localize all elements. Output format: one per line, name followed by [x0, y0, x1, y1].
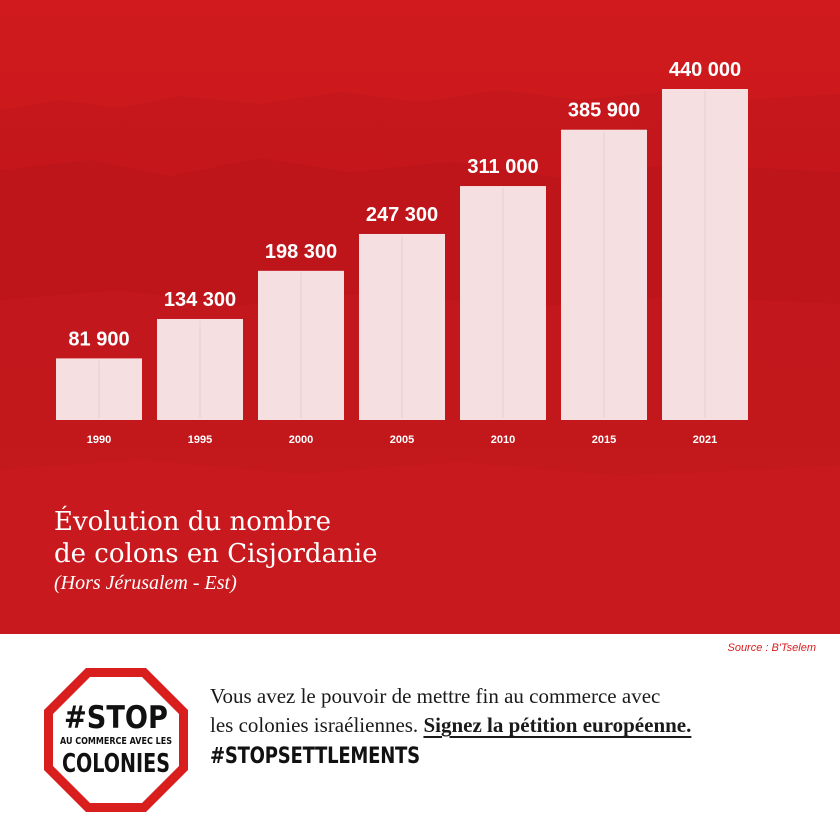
value-label-1990: 81 900 [68, 328, 129, 350]
tick-label-1995: 1995 [188, 434, 212, 446]
message-line-2: les colonies israéliennes. [210, 713, 419, 737]
stop-sign-logo: #STOP AU COMMERCE AVEC LES COLONIES [44, 668, 188, 812]
chart-title-line-2: de colons en Cisjordanie [54, 539, 378, 569]
tick-label-1990: 1990 [87, 434, 111, 446]
chart-subtitle: (Hors Jérusalem - Est) [54, 572, 237, 594]
chart-title: Évolution du nombre de colons en Cisjord… [54, 506, 378, 570]
value-label-2015: 385 900 [568, 100, 640, 122]
tick-label-2015: 2015 [592, 434, 616, 446]
tick-label-2000: 2000 [289, 434, 313, 446]
logo-line-3: COLONIES [62, 749, 170, 779]
bar-chart: 81 900 1990 134 300 1995 198 300 2000 247 300 2… [56, 59, 748, 446]
value-label-2000: 198 300 [265, 241, 337, 263]
message-line-1: Vous avez le pouvoir de mettre fin au co… [210, 684, 661, 708]
call-to-action-message: Vous avez le pouvoir de mettre fin au co… [210, 682, 820, 740]
tick-label-2010: 2010 [491, 434, 515, 446]
logo-line-1: #STOP [64, 700, 168, 736]
chart-panel: 81 900 1990 134 300 1995 198 300 2000 247 300 2… [0, 0, 840, 634]
tick-label-2005: 2005 [390, 434, 414, 446]
stop-octagon-inner-icon [53, 677, 179, 803]
value-label-1995: 134 300 [164, 289, 236, 311]
value-label-2005: 247 300 [366, 204, 438, 226]
value-label-2021: 440 000 [669, 59, 741, 81]
stopsettlements-hashtag: #STOPSETTLEMENTS [210, 744, 420, 769]
source-credit: Source : B'Tselem [727, 642, 816, 654]
value-label-2010: 311 000 [467, 156, 538, 178]
chart-title-line-1: Évolution du nombre [54, 507, 331, 537]
tick-label-2021: 2021 [693, 434, 717, 446]
logo-line-2: AU COMMERCE AVEC LES [60, 736, 172, 747]
sign-petition-link[interactable]: Signez la pétition européenne. [423, 713, 692, 737]
